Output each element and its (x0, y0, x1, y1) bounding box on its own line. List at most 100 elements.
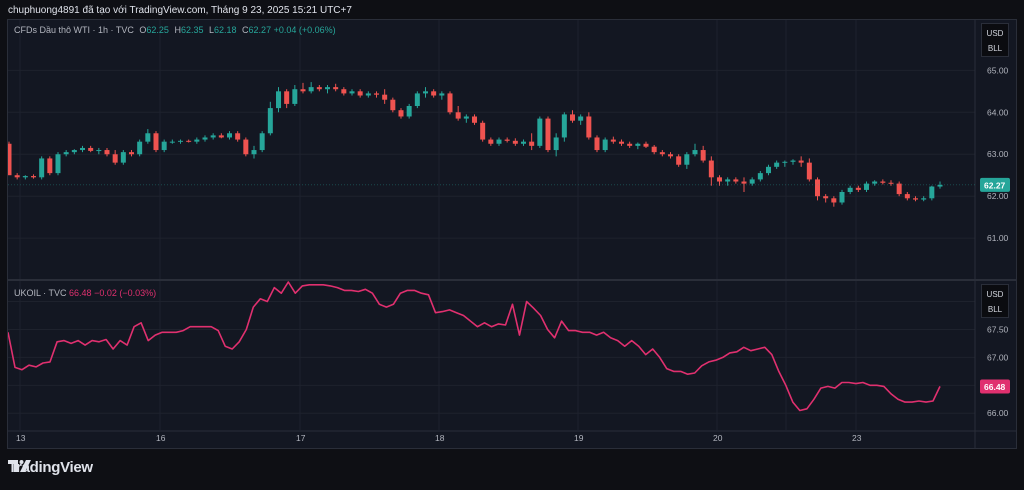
candle-body (521, 141, 526, 144)
export-header: chuphuong4891 đã tạo với TradingView.com… (8, 5, 352, 16)
candle-body (365, 93, 371, 96)
top-symbol-label[interactable]: CFDs Dầu thô WTI · 1h · TVC (14, 25, 134, 35)
candle-body (855, 187, 861, 190)
candle-body (71, 150, 77, 153)
candle-body (325, 87, 330, 90)
candle-body (553, 137, 559, 151)
x-tick-label: 19 (574, 433, 584, 443)
candle-body (659, 152, 665, 155)
candle-body (610, 139, 616, 142)
candle-body (684, 154, 690, 165)
candle-body (823, 196, 829, 199)
bottom-currency-label: USD (986, 290, 1004, 299)
top-currency-unit-button[interactable]: USD BLL (981, 23, 1009, 57)
candle-body (643, 143, 649, 147)
top-y-tick-label: 65.00 (987, 65, 1009, 75)
candle-body (725, 179, 731, 182)
candle-body (235, 133, 241, 140)
candle-body (341, 89, 347, 94)
candle-body (749, 179, 755, 184)
ohlc-low: L62.18 (208, 25, 237, 35)
candle-body (668, 154, 673, 157)
candle-body (333, 87, 339, 90)
candle-body (145, 133, 151, 142)
bottom-currency-unit-button[interactable]: USD BLL (981, 284, 1009, 318)
candle-body (161, 141, 167, 151)
ohlc-close: C62.27 (242, 25, 272, 35)
candle-body (374, 93, 379, 95)
candle-body (929, 186, 935, 199)
tradingview-logo-icon (8, 460, 31, 472)
chart-frame[interactable]: 61.0062.0063.0064.0065.0066.0066.5067.00… (7, 19, 1017, 449)
candle-body (398, 110, 404, 117)
top-y-tick-label: 64.00 (987, 107, 1009, 117)
candle-body (896, 183, 902, 195)
bottom-symbol-label[interactable]: UKOIL · TVC (14, 288, 67, 298)
ohlc-high: H62.35 (174, 25, 204, 35)
candle-body (839, 192, 845, 203)
candle-body (904, 194, 910, 199)
candle-body (210, 135, 216, 138)
candle-body (619, 141, 624, 144)
candle-body (937, 184, 943, 187)
candle-body (913, 198, 918, 200)
candle-body (790, 160, 796, 162)
top-unit-label: BLL (987, 44, 1003, 53)
candle-body (766, 166, 771, 174)
candle-body (80, 147, 85, 151)
candle-body (545, 118, 551, 151)
candle-body (888, 182, 894, 184)
candle-body (31, 176, 36, 178)
candle-body (153, 133, 159, 151)
candle-body (382, 94, 388, 100)
candle-body (96, 150, 102, 152)
candle-body (880, 181, 886, 183)
candle-body (63, 152, 69, 155)
candle-body (692, 150, 698, 155)
candle-body (864, 183, 869, 190)
candle-body (717, 177, 722, 182)
top-currency-label: USD (986, 29, 1004, 38)
candle-body (635, 143, 641, 146)
candle-body (390, 99, 396, 111)
candle-body (243, 139, 249, 155)
candle-body (504, 139, 510, 141)
candle-body (120, 152, 126, 163)
candle-body (431, 91, 437, 96)
candle-body (921, 198, 927, 200)
candle-body (651, 146, 657, 153)
bottom-y-tick-label: 67.00 (987, 352, 1009, 362)
top-y-tick-label: 62.00 (987, 191, 1009, 201)
candle-body (480, 122, 486, 140)
candle-body (594, 137, 600, 151)
candle-body (137, 141, 143, 155)
candle-body (178, 140, 183, 142)
candle-body (757, 173, 763, 180)
bottom-unit-label: BLL (987, 305, 1003, 314)
candle-body (14, 175, 20, 178)
candle-body (570, 114, 575, 121)
candle-body (186, 140, 192, 142)
x-tick-label: 23 (852, 433, 862, 443)
top-pane-legend[interactable]: CFDs Dầu thô WTI · 1h · TVC O62.25 H62.3… (14, 25, 336, 35)
candle-body (308, 87, 314, 92)
chart-background (8, 20, 1016, 448)
candle-body (55, 154, 61, 174)
candle-body (267, 108, 273, 134)
candle-body (202, 137, 208, 140)
candle-body (284, 91, 290, 104)
candle-body (276, 91, 281, 109)
top-change-label: +0.04 (+0.06%) (273, 25, 336, 35)
candle-body (349, 91, 355, 94)
candle-body (602, 139, 608, 151)
candle-body (488, 139, 494, 144)
chart-canvas[interactable]: 61.0062.0063.0064.0065.0066.0066.5067.00… (8, 20, 1016, 448)
candle-body (463, 116, 469, 119)
bottom-pane-legend[interactable]: UKOIL · TVC 66.48 −0.02 (−0.03%) (14, 288, 156, 298)
candle-body (88, 147, 94, 151)
candle-body (414, 93, 420, 106)
candle-body (8, 143, 12, 176)
candle-body (194, 139, 200, 142)
candle-body (831, 198, 837, 203)
bottom-last-price-text: 66.48 (984, 382, 1006, 392)
